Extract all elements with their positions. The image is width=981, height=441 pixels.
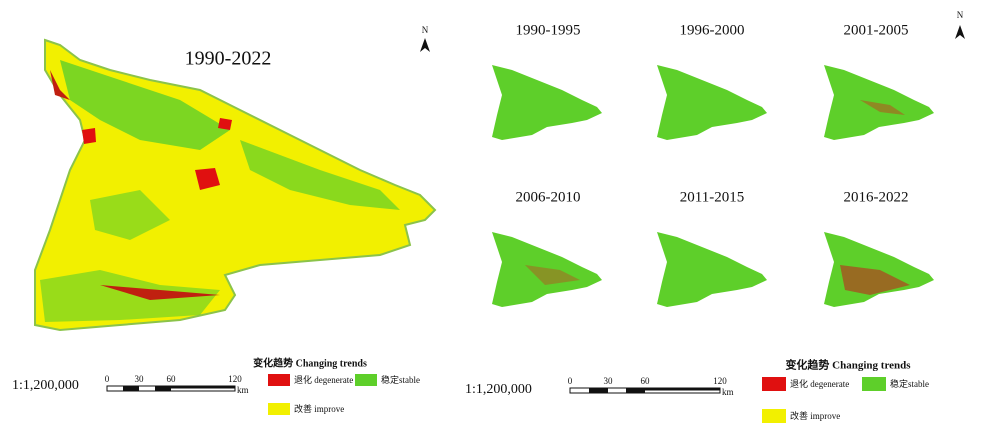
legend-title: 变化趋势 Changing trends xyxy=(785,358,911,372)
scale-label: 0 xyxy=(105,374,110,384)
legend-swatch xyxy=(268,374,290,386)
scale-label: 120 xyxy=(228,374,242,384)
legend-label: 退化 degenerate xyxy=(294,374,353,385)
legend-swatch xyxy=(762,409,786,423)
north-arrow xyxy=(420,38,430,52)
legend-label: 改善 improve xyxy=(790,410,840,421)
legend-swatch xyxy=(268,403,290,415)
legend-label: 退化 degenerate xyxy=(790,378,849,389)
legend-swatch xyxy=(762,377,786,391)
north-label: N xyxy=(957,10,964,20)
scale-label: 60 xyxy=(641,376,651,386)
scale-label: 30 xyxy=(604,376,614,386)
scale-bar xyxy=(106,385,236,392)
legend-swatch xyxy=(355,374,377,386)
main-map xyxy=(34,38,437,332)
map-title: 2006-2010 xyxy=(516,189,581,205)
legend-swatch xyxy=(862,377,886,391)
main-title: 1990-2022 xyxy=(185,48,272,70)
small-maps xyxy=(492,65,934,307)
legend-label: 稳定stable xyxy=(890,378,929,389)
map-title: 2011-2015 xyxy=(680,189,744,205)
scale-ratio: 1:1,200,000 xyxy=(465,382,532,397)
scale-bar xyxy=(569,387,721,394)
map-title: 2016-2022 xyxy=(844,189,909,205)
legend-label: 稳定stable xyxy=(381,374,420,385)
map-title: 1990-1995 xyxy=(516,22,581,38)
north-arrow xyxy=(955,25,965,39)
scale-label: 60 xyxy=(167,374,177,384)
scale-label: 0 xyxy=(568,376,573,386)
legend-label: 改善 improve xyxy=(294,403,344,414)
scale-label: 120 xyxy=(713,376,727,386)
scale-unit: km xyxy=(237,385,249,395)
north-label: N xyxy=(422,25,429,35)
legend-title: 变化趋势 Changing trends xyxy=(253,356,367,369)
scale-unit: km xyxy=(722,387,734,397)
map-title: 2001-2005 xyxy=(844,22,909,38)
scale-label: 30 xyxy=(135,374,145,384)
map-title: 1996-2000 xyxy=(680,22,745,38)
scale-ratio: 1:1,200,000 xyxy=(12,378,79,393)
